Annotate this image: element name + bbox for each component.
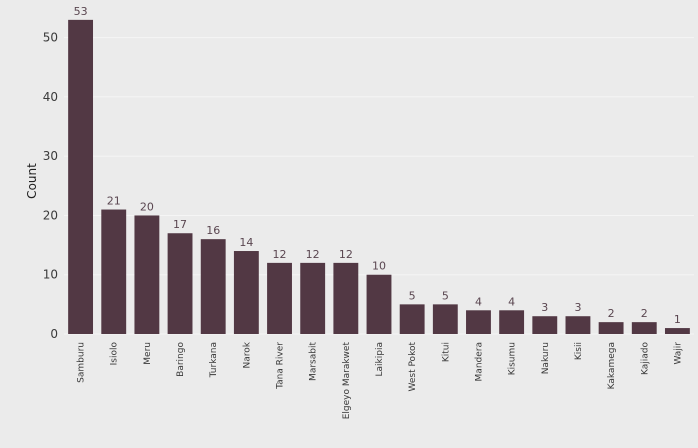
- bar-value-label: 12: [273, 248, 287, 261]
- bar: [300, 262, 326, 334]
- x-tick-label: Isiolo: [110, 342, 120, 366]
- x-tick-label: Kakamega: [607, 342, 617, 389]
- bar-value-label: 2: [641, 307, 648, 320]
- bar: [466, 310, 491, 334]
- bar-value-label: 14: [239, 236, 253, 249]
- x-tick-label: Kisii: [574, 342, 584, 360]
- bar: [399, 304, 425, 334]
- y-tick-label: 40: [43, 90, 58, 104]
- bar-value-label: 3: [574, 301, 581, 314]
- x-tick-label: Tana River: [276, 342, 286, 390]
- x-tick-label: West Pokot: [408, 342, 418, 392]
- bar: [631, 322, 657, 334]
- bar-value-label: 3: [541, 301, 548, 314]
- x-tick-label: Marsabit: [309, 342, 319, 381]
- y-axis-title: Count: [25, 163, 39, 199]
- bar-value-label: 4: [508, 295, 515, 308]
- bar: [565, 316, 591, 334]
- x-tick-label: Turkana: [209, 342, 219, 378]
- bar-value-label: 2: [608, 307, 615, 320]
- bar: [598, 322, 624, 334]
- x-tick-label: Laikipia: [375, 342, 385, 376]
- bar: [134, 215, 160, 334]
- bar-value-label: 21: [107, 195, 121, 208]
- x-tick-label: Nakuru: [541, 342, 551, 374]
- bar-value-label: 12: [339, 248, 353, 261]
- y-tick-label: 0: [50, 327, 58, 341]
- bar: [167, 233, 193, 334]
- bar-value-label: 12: [306, 248, 320, 261]
- bar-value-label: 1: [674, 313, 681, 326]
- x-tick-label: Kajiado: [640, 342, 650, 375]
- bar: [532, 316, 558, 334]
- bar: [333, 262, 359, 334]
- bar-value-label: 10: [372, 260, 386, 273]
- bar-value-label: 53: [74, 5, 88, 18]
- x-tick-label: Baringo: [176, 342, 186, 377]
- bar: [366, 274, 392, 334]
- bar: [664, 328, 690, 334]
- bar: [233, 251, 259, 334]
- y-tick-label: 50: [43, 31, 58, 45]
- x-tick-label: Kisumu: [508, 342, 518, 375]
- bar: [432, 304, 458, 334]
- y-tick-label: 30: [43, 149, 58, 163]
- y-tick-label: 20: [43, 208, 58, 222]
- bar: [200, 239, 226, 334]
- y-axis-ticks: 0 10 20 30 40 50: [43, 31, 58, 341]
- bar-value-label: 4: [475, 295, 482, 308]
- bar-value-label: 20: [140, 200, 154, 213]
- x-tick-label: Elgeyo Marakwet: [342, 342, 352, 420]
- bar-value-label: 5: [409, 289, 416, 302]
- bar: [267, 262, 292, 334]
- x-tick-label: Samburu: [77, 342, 87, 383]
- bar-value-label: 17: [173, 218, 187, 231]
- bar: [499, 310, 525, 334]
- x-axis-ticks: Samburu Isiolo Meru Baringo Turkana Narok Tana…: [77, 341, 684, 419]
- x-tick-label: Meru: [143, 342, 153, 365]
- bar: [68, 19, 94, 334]
- x-tick-label: Wajir: [673, 342, 683, 365]
- bar-value-label: 5: [442, 289, 449, 302]
- bar-value-label: 16: [206, 224, 220, 237]
- bars: [68, 19, 690, 334]
- x-tick-label: Narok: [242, 341, 252, 368]
- y-tick-label: 10: [43, 268, 58, 282]
- x-tick-label: Kitui: [441, 342, 451, 362]
- bar: [101, 209, 127, 334]
- x-tick-label: Mandera: [474, 342, 484, 381]
